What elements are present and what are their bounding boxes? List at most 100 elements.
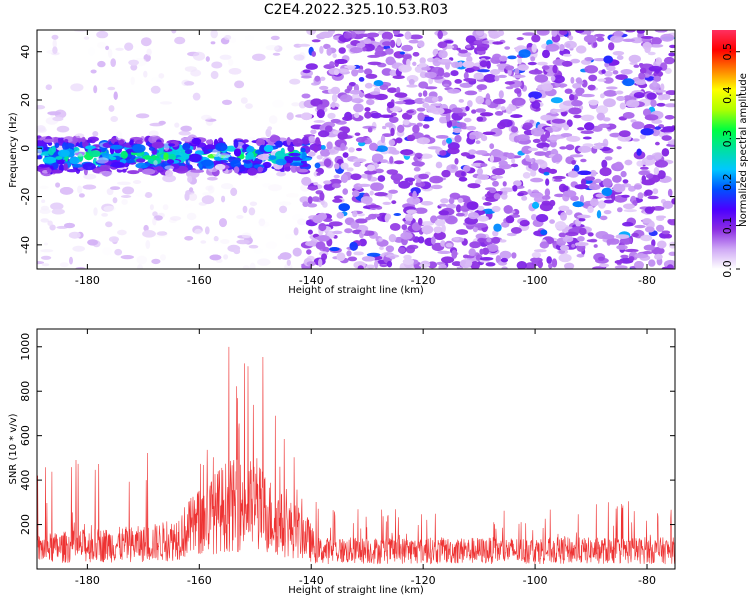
spectrogram-cell [122,186,135,195]
spectrogram-cell [498,90,504,99]
spectrogram-cell [182,153,190,160]
figure-title: C2E4.2022.325.10.53.R03 [264,2,448,18]
spectrogram-cell [394,160,405,165]
spectrogram-cell [401,44,413,52]
snr-x-label: Height of straight line (km) [288,585,424,596]
spectrogram-cell [268,115,278,124]
spectrogram-cell [438,50,448,59]
spectrogram-cell [391,112,397,117]
spectrogram-cell [501,266,508,269]
spectrogram-cell [150,85,161,94]
spectrogram-cell [416,179,422,183]
spectrogram-cell [510,163,519,168]
spectrogram-cell [567,170,579,178]
spectrogram-cell [151,77,162,82]
spectrogram-cell [477,237,486,243]
spectrogram-cell [93,207,98,216]
spectrogram-cell [482,202,492,206]
spectrogram-cell [390,127,395,137]
spectrogram-cell [419,153,433,159]
spectrogram-cell [522,172,531,179]
spectrogram-cell [599,167,612,177]
spectrogram-cell [493,193,501,200]
spectrogram-cell [268,155,277,161]
spectrogram-cell [265,45,280,51]
spectrogram-cell [671,198,675,205]
spectrogram-cell [651,119,663,124]
spectrogram-cell [575,242,589,247]
spectrogram-cell [194,228,203,235]
spectrogram-cell [101,213,108,217]
spectrogram-cell [541,195,551,201]
spectrogram-cell [284,165,291,172]
spectrogram-cell [387,87,398,93]
spectrogram-cell [474,46,488,52]
snr-x-tick-label: -180 [75,574,100,587]
spectrogram-cell [408,39,420,44]
spectrogram-cell [429,175,444,184]
spectrogram-cell [51,145,57,153]
spectrogram-cell [593,58,607,62]
spectrogram-cell [664,67,672,74]
spectrogram-cell [584,57,594,62]
spectrogram-cell [560,212,567,221]
spectrogram-cell [47,220,53,226]
spectrogram-cell [652,188,659,195]
spectrogram-cell [642,251,653,255]
spectrogram-cell [395,137,403,144]
spectrogram-cell [473,72,484,80]
spectrogram-cell [389,116,399,123]
spectrogram-cell [424,71,437,79]
spectrogram-cell [474,179,482,185]
spectrogram-cell [506,152,515,159]
spectrogram-cell [69,256,73,265]
spectrogram-cell [135,190,146,197]
spectrogram-cell [343,32,353,39]
spectrogram-cell [598,256,605,261]
spectrogram-cell [316,109,325,119]
spectrogram-cell [475,30,485,36]
spectrogram-cell [93,85,98,94]
spectrogram-cell [367,61,382,66]
spectrogram-cell [580,114,595,122]
spectrogram-cell [467,183,481,189]
spectrogram-cell [500,106,506,111]
spectrogram-cell [641,179,655,186]
spectrogram-cell [630,37,644,44]
spectrogram-cell [458,99,464,103]
spectrogram-cell [320,199,325,206]
spectrogram-cell [113,91,118,100]
spectrogram-cell [315,241,326,250]
spectrogram-cell [669,44,675,49]
spectrogram-cell [402,258,414,265]
spectrogram-cell [473,40,485,45]
spectrogram-cell [124,159,136,164]
spectrogram-cell [499,239,507,243]
spectrogram-cell [489,155,494,163]
spectrogram-cell [459,82,473,88]
spectrogram-cell [379,84,389,91]
spectrogram-cell [311,51,316,57]
spectrogram-cell [504,81,515,85]
spectrogram-cell [577,214,591,219]
spectrogram-cell [492,168,505,176]
spectrogram-cell [69,156,80,165]
spectrogram-cell [489,187,497,194]
spectrogram-cell [382,41,392,47]
spectrogram-cell [447,88,461,94]
spectrogram-cell [318,258,323,268]
spectrogram-cell [559,44,565,51]
spectrogram-cell [631,232,639,238]
spectrogram-cell [370,112,382,119]
colorbar-tick-label: 0.4 [721,86,734,104]
spectrogram-cell [215,142,228,152]
spectrogram-cell [328,149,336,154]
spectrogram-cell [248,244,259,249]
spectrogram-cell [398,247,406,254]
spectrogram-cell [111,161,125,168]
spectrogram-cell [636,148,642,156]
spectrogram-cell [366,99,375,106]
spectrogram-cell [577,170,592,175]
spectrogram-cell [152,211,158,217]
spectrogram-cell [162,204,169,211]
